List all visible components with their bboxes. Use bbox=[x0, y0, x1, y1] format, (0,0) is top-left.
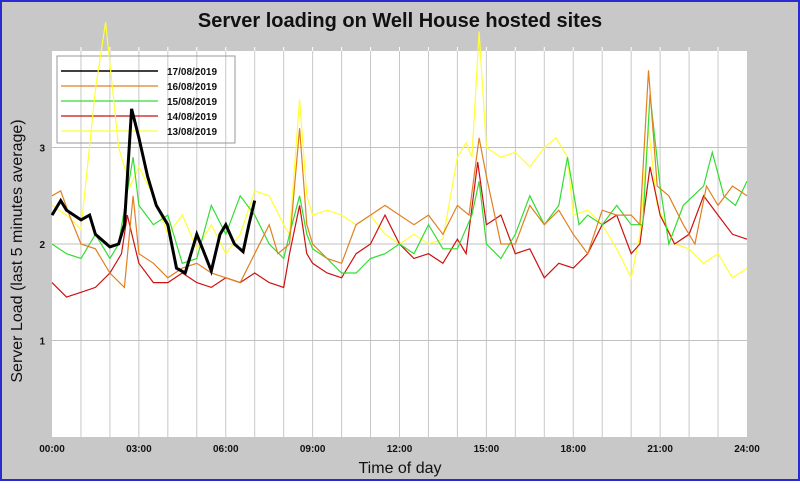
x-tick-label: 03:00 bbox=[126, 444, 152, 455]
y-tick-label: 1 bbox=[39, 337, 45, 348]
legend-label: 15/08/2019 bbox=[167, 97, 217, 108]
x-tick-label: 21:00 bbox=[647, 444, 673, 455]
x-tick-label: 00:00 bbox=[39, 444, 65, 455]
x-tick-label: 18:00 bbox=[560, 444, 586, 455]
x-tick-label: 12:00 bbox=[387, 444, 413, 455]
x-tick-label: 06:00 bbox=[213, 444, 239, 455]
x-axis-label: Time of day bbox=[358, 460, 442, 477]
series-line-17-08-2019 bbox=[50, 108, 257, 277]
legend: 17/08/2019 16/08/2019 15/08/2019 14/08/2019… bbox=[56, 55, 236, 144]
series-line-16-08-2019 bbox=[51, 70, 748, 289]
series-line-14-08-2019 bbox=[51, 161, 748, 298]
x-tick-label: 24:00 bbox=[734, 444, 760, 455]
legend-label: 17/08/2019 bbox=[167, 67, 217, 78]
x-tick-label: 09:00 bbox=[300, 444, 326, 455]
y-tick-label: 3 bbox=[39, 144, 45, 155]
legend-label: 13/08/2019 bbox=[167, 127, 217, 138]
y-tick-label: 2 bbox=[39, 240, 45, 251]
series-line-15-08-2019 bbox=[51, 94, 748, 274]
legend-label: 14/08/2019 bbox=[167, 112, 217, 123]
legend-label: 16/08/2019 bbox=[167, 82, 217, 93]
chart-title: Server loading on Well House hosted site… bbox=[197, 10, 603, 32]
x-tick-label: 15:00 bbox=[474, 444, 500, 455]
legend-box bbox=[56, 55, 236, 144]
